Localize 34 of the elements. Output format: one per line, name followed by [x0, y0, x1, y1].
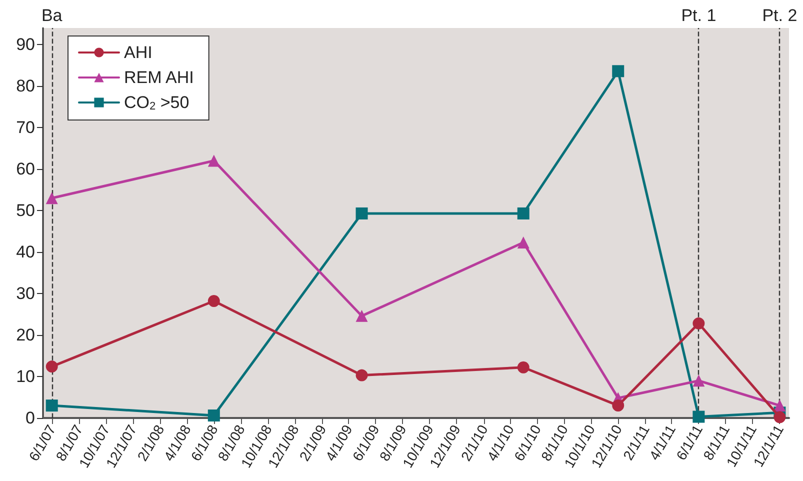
point	[774, 411, 786, 424]
y-tick-label: 60	[16, 160, 35, 179]
point	[356, 207, 368, 220]
point	[356, 369, 368, 382]
y-tick-label: 40	[16, 242, 35, 262]
point	[46, 360, 58, 373]
point	[208, 154, 220, 167]
point	[612, 65, 624, 78]
point	[692, 410, 705, 423]
point	[612, 400, 624, 412]
point	[208, 410, 220, 422]
point	[517, 207, 530, 220]
point	[46, 400, 58, 412]
point	[692, 317, 705, 330]
point	[517, 236, 530, 248]
point	[46, 192, 58, 204]
y-tick-label: 80	[16, 76, 35, 96]
ref-line-label: Pt. 2	[762, 6, 798, 25]
point	[208, 295, 220, 307]
y-tick-label: 30	[16, 284, 35, 304]
legend-label: AHI	[124, 43, 152, 62]
y-tick-label: 70	[16, 118, 35, 138]
legend-label: REM AHI	[124, 68, 194, 87]
point	[774, 400, 786, 412]
ref-line-label: Ba	[41, 6, 63, 25]
y-tick-label: 50	[16, 201, 35, 220]
y-tick-label: 10	[16, 367, 35, 386]
point	[517, 361, 530, 374]
point	[692, 374, 705, 387]
y-tick-label: 0	[26, 408, 35, 428]
y-tick-label: 20	[16, 326, 35, 345]
ref-line-label: Pt. 1	[681, 6, 716, 25]
y-tick-label: 90	[16, 35, 35, 54]
point	[356, 310, 368, 322]
